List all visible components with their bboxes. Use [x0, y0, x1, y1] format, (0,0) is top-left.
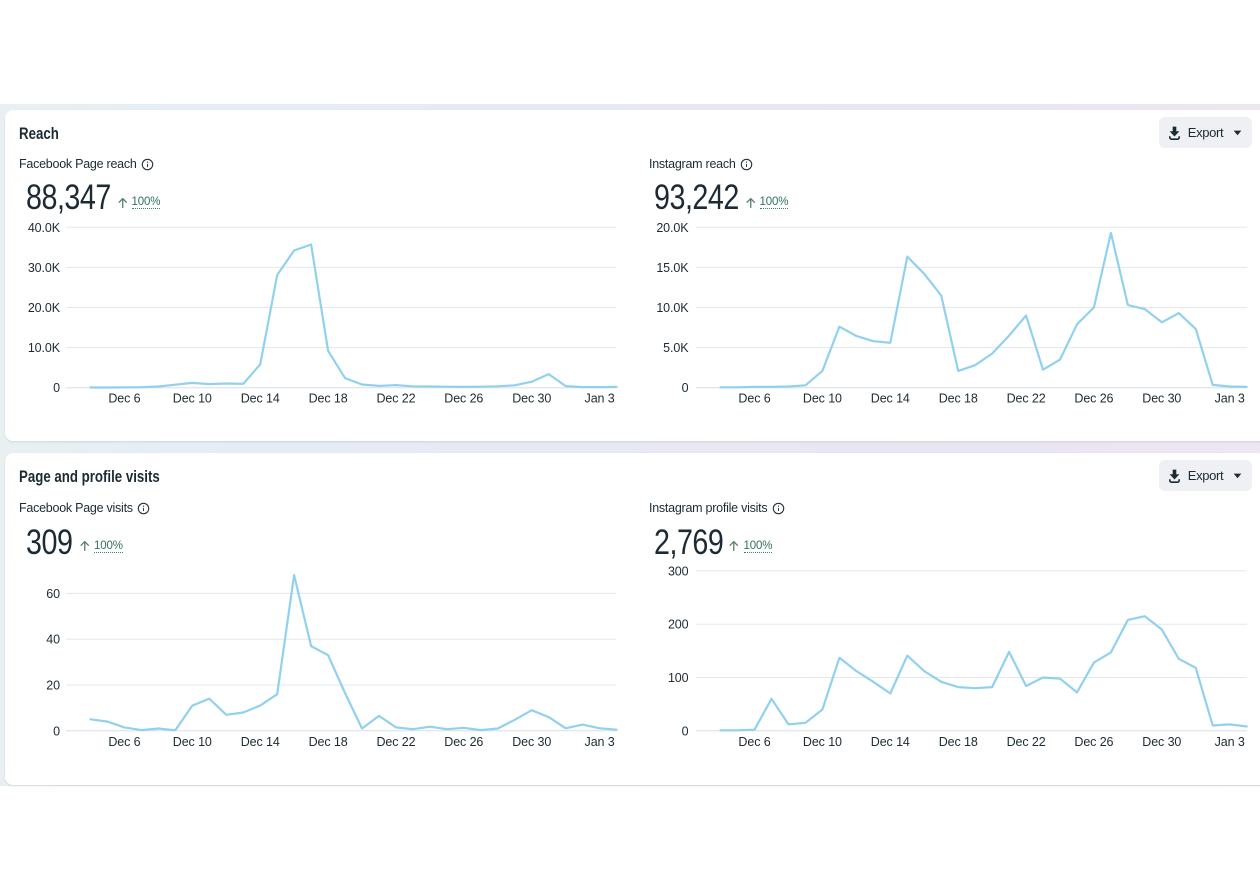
- svg-text:10.0K: 10.0K: [28, 341, 61, 355]
- svg-text:60: 60: [46, 587, 60, 601]
- svg-text:Dec 26: Dec 26: [444, 735, 483, 749]
- svg-text:Dec 22: Dec 22: [376, 391, 415, 405]
- svg-text:Dec 30: Dec 30: [1142, 391, 1181, 405]
- svg-text:Dec 26: Dec 26: [1074, 391, 1113, 405]
- svg-text:0: 0: [53, 381, 60, 395]
- svg-text:5.0K: 5.0K: [663, 341, 689, 355]
- svg-text:40: 40: [46, 633, 60, 647]
- svg-text:Dec 10: Dec 10: [173, 735, 212, 749]
- svg-text:Dec 6: Dec 6: [108, 735, 140, 749]
- svg-text:Dec 14: Dec 14: [241, 735, 280, 749]
- svg-text:0: 0: [682, 724, 689, 738]
- svg-text:Dec 14: Dec 14: [241, 391, 280, 405]
- svg-text:Dec 26: Dec 26: [444, 391, 483, 405]
- svg-text:Dec 18: Dec 18: [309, 735, 348, 749]
- svg-text:Dec 18: Dec 18: [309, 391, 348, 405]
- svg-text:0: 0: [682, 381, 689, 395]
- svg-text:30.0K: 30.0K: [28, 261, 61, 275]
- svg-text:20: 20: [46, 679, 60, 693]
- svg-text:Jan 3: Jan 3: [585, 391, 615, 405]
- svg-text:Dec 6: Dec 6: [738, 391, 770, 405]
- svg-text:Dec 6: Dec 6: [738, 735, 770, 749]
- svg-text:Dec 14: Dec 14: [871, 735, 910, 749]
- svg-text:Dec 22: Dec 22: [1007, 391, 1046, 405]
- svg-text:Dec 10: Dec 10: [803, 391, 842, 405]
- svg-text:Dec 14: Dec 14: [871, 391, 910, 405]
- svg-text:20.0K: 20.0K: [28, 301, 61, 315]
- svg-text:Jan 3: Jan 3: [585, 735, 615, 749]
- svg-text:10.0K: 10.0K: [656, 301, 689, 315]
- svg-text:300: 300: [668, 564, 689, 578]
- svg-text:15.0K: 15.0K: [656, 261, 689, 275]
- svg-text:20.0K: 20.0K: [656, 221, 689, 235]
- svg-text:Dec 6: Dec 6: [108, 391, 140, 405]
- svg-text:Jan 3: Jan 3: [1215, 391, 1245, 405]
- svg-text:100: 100: [668, 671, 689, 685]
- svg-text:Dec 30: Dec 30: [1142, 735, 1181, 749]
- svg-text:0: 0: [53, 724, 60, 738]
- svg-text:Dec 10: Dec 10: [173, 391, 212, 405]
- svg-text:Dec 22: Dec 22: [376, 735, 415, 749]
- svg-text:Dec 10: Dec 10: [803, 735, 842, 749]
- svg-text:40.0K: 40.0K: [28, 221, 61, 235]
- svg-text:Dec 30: Dec 30: [512, 735, 551, 749]
- svg-text:Jan 3: Jan 3: [1215, 735, 1245, 749]
- svg-text:Dec 18: Dec 18: [939, 735, 978, 749]
- svg-text:Dec 30: Dec 30: [512, 391, 551, 405]
- svg-text:200: 200: [668, 618, 689, 632]
- svg-text:Dec 26: Dec 26: [1074, 735, 1113, 749]
- svg-text:Dec 18: Dec 18: [939, 391, 978, 405]
- svg-text:Dec 22: Dec 22: [1007, 735, 1046, 749]
